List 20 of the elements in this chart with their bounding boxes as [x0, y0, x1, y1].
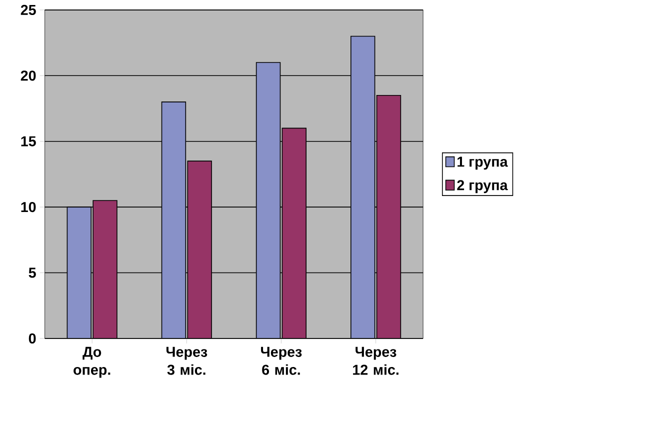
y-tick-label: 0: [28, 333, 36, 344]
bar: [350, 36, 376, 338]
y-tick-label: 20: [20, 70, 36, 81]
bar: [282, 128, 307, 338]
bar: [256, 62, 281, 338]
y-tick-label: 25: [20, 4, 36, 16]
bar: [92, 200, 118, 338]
bar: [187, 160, 212, 338]
x-tick-label: Через 3 міс.: [166, 346, 208, 375]
bar: [161, 102, 186, 338]
legend-label: 2 група: [457, 180, 508, 194]
x-tick-label: Через 6 міс.: [261, 346, 302, 375]
y-tick-label: 10: [21, 202, 36, 212]
bar: [66, 206, 92, 338]
x-tick-label: До опер.: [74, 346, 110, 378]
y-tick-label: 15: [21, 136, 36, 146]
y-tick-label: 5: [28, 268, 36, 278]
bar: [376, 94, 402, 338]
legend-label: 1 група: [458, 156, 508, 170]
x-tick-label: Через 12 міс.: [353, 346, 398, 375]
